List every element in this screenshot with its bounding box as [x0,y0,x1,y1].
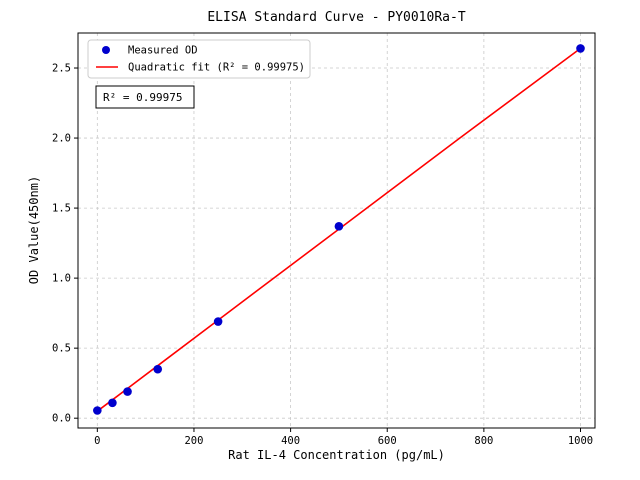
x-tick-label: 400 [281,435,300,447]
data-point [93,406,102,415]
data-point [153,364,163,374]
r-squared-annotation: R² = 0.99975 [95,85,195,109]
x-tick-label: 0 [94,435,100,447]
chart-title: ELISA Standard Curve - PY0010Ra-T [207,10,466,25]
y-tick-label: 0.5 [52,343,71,355]
y-tick-label: 2.5 [52,63,71,75]
data-point [108,398,117,408]
data-point [123,387,132,396]
plot-border [77,32,596,429]
y-axis-label: OD Value(450nm) [27,175,41,285]
y-tick-label: 1.5 [52,203,71,215]
x-tick-label: 1000 [568,435,593,447]
x-tick-label: 800 [474,435,493,447]
x-tick-label: 200 [184,435,203,447]
x-axis-label: Rat IL-4 Concentration (pg/mL) [228,448,445,462]
legend-label-quadratic-fit: Quadratic fit (R² = 0.99975) [128,62,305,74]
fit-line [96,47,581,412]
annotation-box [95,85,195,109]
data-point [213,317,223,326]
y-tick-label: 1.0 [52,273,71,285]
data-point [576,44,585,53]
legend-marker-measured-od [102,46,110,54]
x-tick-label: 600 [378,435,397,447]
legend: Measured OD Quadratic fit (R² = 0.99975) [87,39,311,79]
legend-label-measured-od: Measured OD [128,45,198,57]
legend-box [87,39,311,79]
y-tick-label: 0.0 [52,413,71,425]
annotation-text: R² = 0.99975 [103,91,182,104]
y-tick-label: 2.0 [52,133,71,145]
data-point [334,221,344,231]
